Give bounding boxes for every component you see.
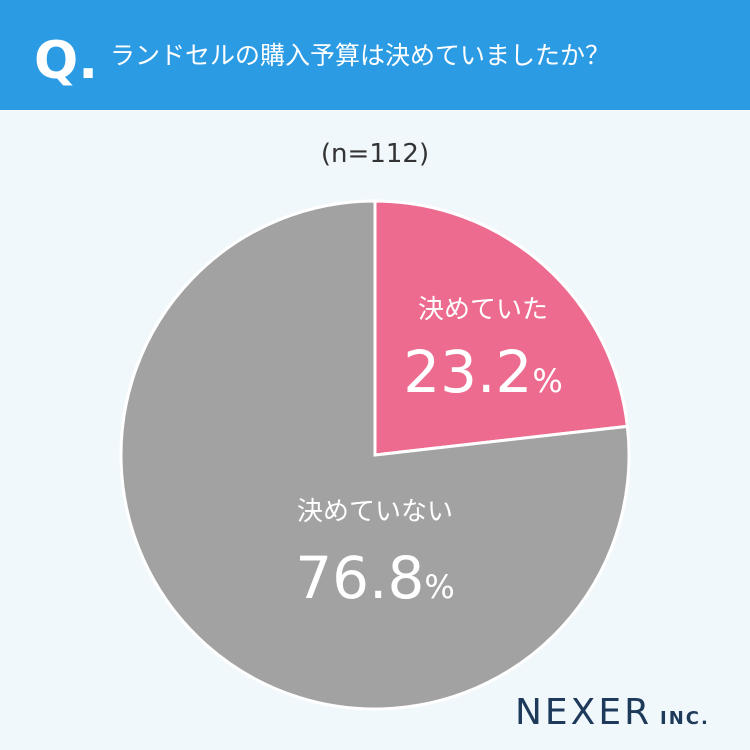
slice-value: 76.8% [295, 544, 455, 612]
header-bar [0, 0, 750, 110]
slice-value: 23.2% [403, 338, 563, 406]
slice-category: 決めていた [418, 295, 548, 325]
pie-slice [119, 199, 631, 711]
slice-category: 決めていない [297, 497, 453, 527]
question-mark: Q. [34, 31, 98, 91]
question-title: ランドセルの購入予算は決めていましたか？ [110, 41, 610, 70]
brand-suffix: INC. [660, 708, 710, 729]
sample-size: (n=112) [321, 139, 429, 169]
pie-slice [373, 199, 630, 457]
brand-name: NEXER [515, 692, 652, 733]
pie: 決めていた 23.2% 決めていない 76.8% [119, 199, 631, 711]
